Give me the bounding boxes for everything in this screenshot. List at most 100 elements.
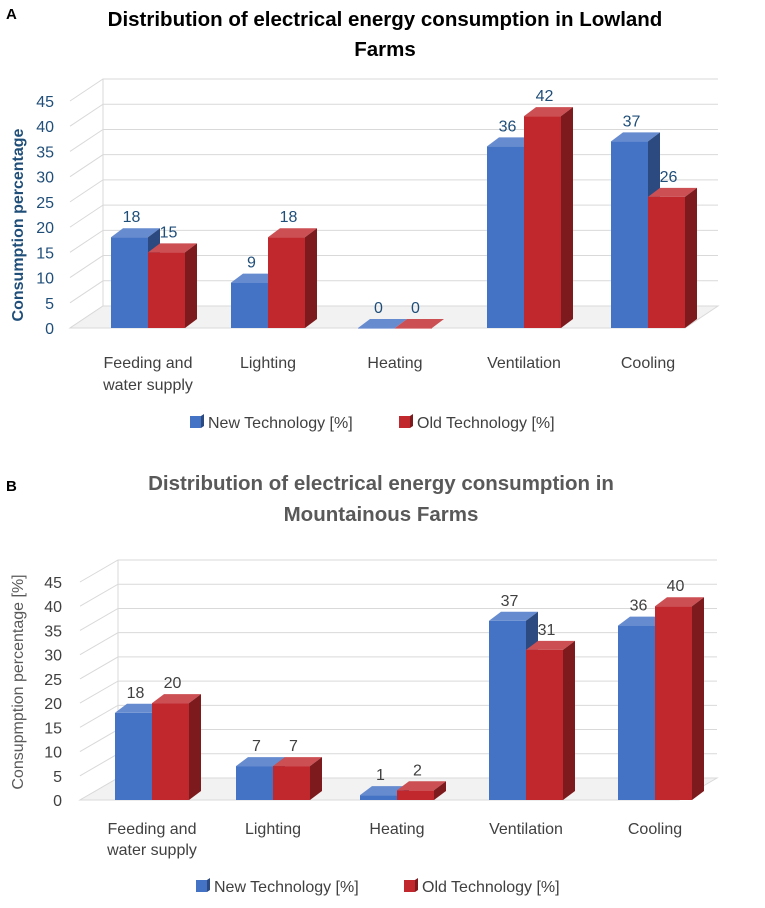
legend-item-old-technology: Old Technology [%] xyxy=(404,878,560,896)
y-tick-label: 30 xyxy=(44,648,62,665)
legend-swatch-side xyxy=(415,878,418,892)
bar-front xyxy=(655,606,692,800)
y-tick-label: 5 xyxy=(45,296,54,313)
bar-old-tech xyxy=(524,107,573,328)
y-tick-label: 35 xyxy=(36,144,54,161)
x-category-label: Feeding and xyxy=(104,355,193,372)
bar-front xyxy=(618,625,655,800)
chart-panel-b: B Distribution of electrical energy consu… xyxy=(6,472,719,896)
bar-front xyxy=(526,649,563,800)
legend-item-new-technology: New Technology [%] xyxy=(196,878,359,896)
bar-top xyxy=(648,187,697,197)
data-label: 37 xyxy=(623,113,641,130)
bar-front xyxy=(111,237,148,328)
legend-label: New Technology [%] xyxy=(208,415,353,432)
bar-front xyxy=(152,703,189,800)
bar-front xyxy=(268,237,305,328)
y-tick-label: 25 xyxy=(44,672,62,689)
y-tick-label: 20 xyxy=(44,696,62,713)
bar-top xyxy=(236,757,285,767)
y-axis-label: Consumption percentage xyxy=(10,128,27,321)
x-category-label: Cooling xyxy=(628,821,682,838)
bar-top xyxy=(397,781,446,791)
data-label: 15 xyxy=(160,224,178,241)
data-label: 7 xyxy=(289,738,298,755)
bar-front xyxy=(273,766,310,800)
data-label: 36 xyxy=(630,598,648,615)
bar-front xyxy=(395,328,432,329)
bar-front xyxy=(397,790,434,800)
data-label: 31 xyxy=(538,622,556,639)
panel-letter: B xyxy=(6,478,17,495)
gridline xyxy=(79,559,717,583)
y-tick-label: 45 xyxy=(36,94,54,111)
bar-top xyxy=(611,132,660,142)
bar-new-tech xyxy=(358,319,407,329)
bar-top xyxy=(360,786,409,796)
y-tick-label: 40 xyxy=(36,119,54,136)
bar-top xyxy=(268,228,317,238)
legend-swatch xyxy=(196,880,207,892)
legend-item-new-technology: New Technology [%] xyxy=(190,414,353,432)
data-label: 1 xyxy=(376,767,385,784)
y-tick-label: 10 xyxy=(44,745,62,762)
data-label: 36 xyxy=(499,118,517,135)
bar-front xyxy=(236,766,273,800)
legend-label: New Technology [%] xyxy=(214,879,359,896)
chart-panel-a: A Distribution of electrical energy consu… xyxy=(6,6,720,432)
bar-old-tech xyxy=(152,694,201,800)
y-tick-label: 10 xyxy=(36,271,54,288)
bar-front xyxy=(360,795,397,800)
bar-old-tech xyxy=(397,781,446,800)
y-tick-label: 0 xyxy=(53,793,62,810)
gridline xyxy=(79,583,717,607)
bar-old-tech xyxy=(648,187,697,328)
x-category-label: Ventilation xyxy=(489,821,563,838)
bar-side xyxy=(434,781,446,800)
y-tick-label: 15 xyxy=(44,720,62,737)
bar-top xyxy=(358,319,407,328)
x-category-label: Lighting xyxy=(240,355,296,372)
bar-old-tech xyxy=(526,640,575,800)
data-label: 26 xyxy=(660,169,678,186)
data-label: 18 xyxy=(123,209,141,226)
y-tick-label: 0 xyxy=(45,321,54,338)
chart-title-line: Mountainous Farms xyxy=(284,503,479,526)
bar-side xyxy=(189,694,201,800)
chart-title-line: Distribution of electrical energy consum… xyxy=(148,472,614,495)
panel-letter: A xyxy=(6,6,17,23)
bar-top xyxy=(111,228,160,238)
bar-front xyxy=(648,196,685,328)
y-tick-label: 25 xyxy=(36,195,54,212)
bar-top xyxy=(524,107,573,117)
bar-front xyxy=(231,282,268,328)
data-label: 18 xyxy=(280,209,298,226)
bar-top xyxy=(655,597,704,607)
x-category-label: Heating xyxy=(367,355,422,372)
data-label: 20 xyxy=(164,675,182,692)
bar-top xyxy=(115,703,164,713)
bar-old-tech xyxy=(148,243,197,328)
bar-side xyxy=(185,243,197,328)
legend-swatch-side xyxy=(410,414,413,428)
legend-swatch-side xyxy=(201,414,204,428)
data-label: 2 xyxy=(413,762,422,779)
y-tick-label: 35 xyxy=(44,623,62,640)
y-tick-label: 20 xyxy=(36,220,54,237)
data-label: 18 xyxy=(127,685,145,702)
x-category-label: water supply xyxy=(106,842,197,859)
bar-side xyxy=(563,640,575,800)
x-category-label: Ventilation xyxy=(487,355,561,372)
bar-front xyxy=(358,328,395,329)
data-label: 40 xyxy=(667,578,685,595)
legend-swatch-side xyxy=(207,878,210,892)
y-tick-label: 5 xyxy=(53,769,62,786)
x-category-label: Heating xyxy=(369,821,424,838)
bar-front xyxy=(148,252,185,328)
data-label: 7 xyxy=(252,738,261,755)
bar-old-tech xyxy=(273,757,322,800)
bar-top xyxy=(489,611,538,621)
bar-old-tech xyxy=(395,319,444,329)
legend-label: Old Technology [%] xyxy=(422,879,560,896)
